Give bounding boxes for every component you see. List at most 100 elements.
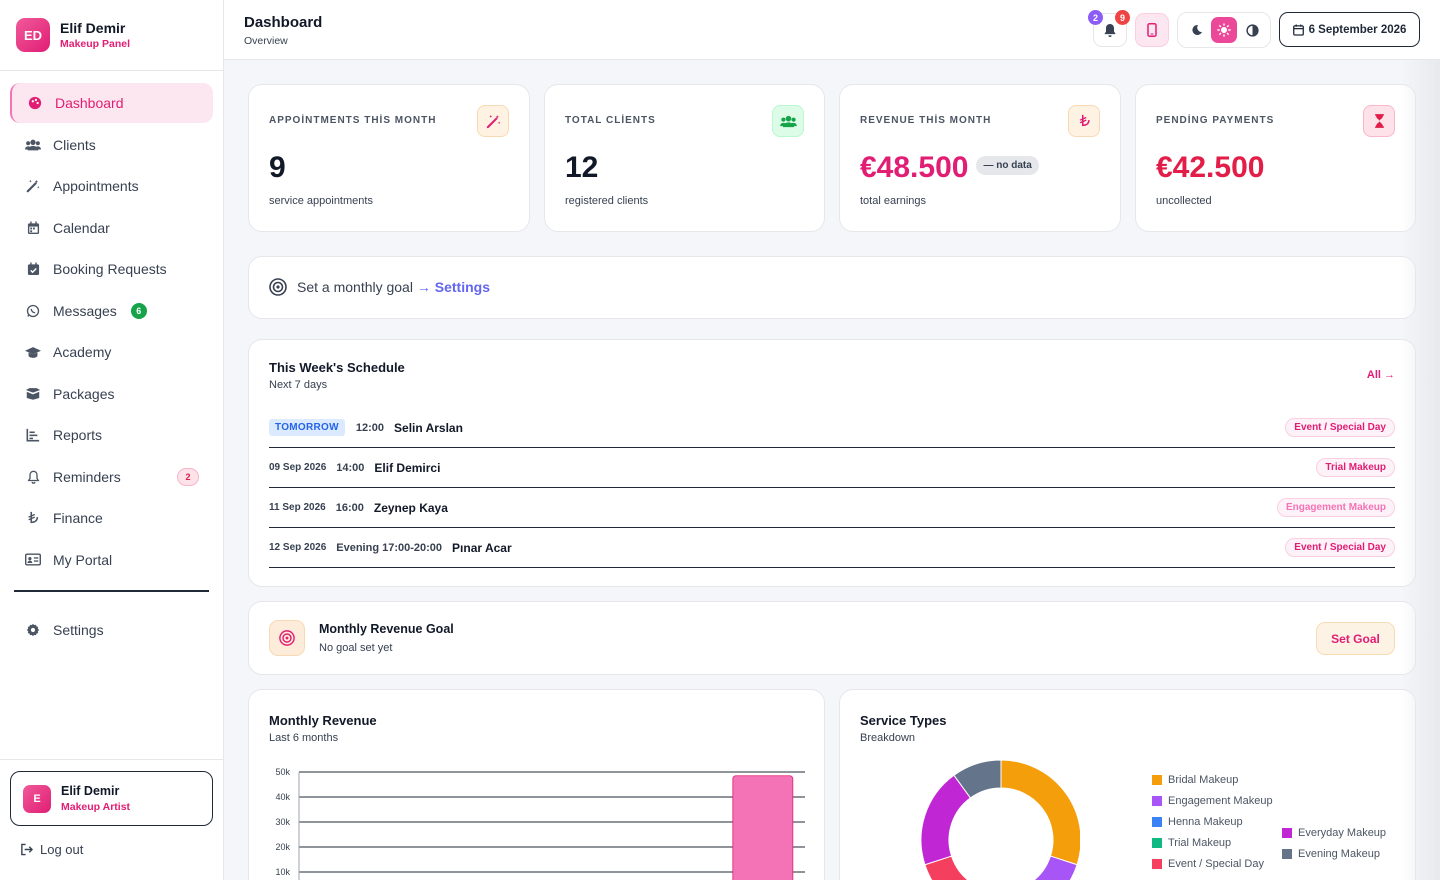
- nav-divider: [14, 589, 209, 592]
- sidebar-item-label: Packages: [53, 385, 115, 402]
- brand: ED Elif Demir Makeup Panel: [0, 0, 223, 71]
- gear-icon: [25, 622, 41, 638]
- sidebar-item-packages[interactable]: Packages: [10, 374, 213, 414]
- sidebar-item-messages[interactable]: Messages 6: [10, 291, 213, 331]
- service-tag: Event / Special Day: [1285, 418, 1395, 437]
- revenue-amount: €48.500: [860, 151, 969, 184]
- legend-swatch: [1152, 774, 1162, 785]
- chart-subtitle: Breakdown: [860, 732, 916, 744]
- set-goal-button[interactable]: Set Goal: [1316, 622, 1395, 655]
- graduation-cap-icon: [25, 344, 41, 360]
- legend-item: Henna Makeup: [1152, 811, 1273, 832]
- sun-icon: [1217, 23, 1231, 37]
- legend-label: Everyday Makeup: [1298, 826, 1387, 839]
- revenue-bar[interactable]: [732, 775, 794, 880]
- sidebar-item-settings[interactable]: Settings: [10, 610, 213, 650]
- logout-button[interactable]: Log out: [20, 842, 83, 857]
- appointment-date: 12 Sep 2026: [269, 542, 327, 553]
- stat-label: REVENUE THİS MONTH: [860, 115, 992, 126]
- legend-swatch: [1152, 816, 1162, 827]
- sidebar-item-dashboard[interactable]: Dashboard: [10, 83, 213, 123]
- sidebar-item-label: Reminders: [53, 468, 121, 485]
- y-tick-label: 40k: [275, 792, 290, 802]
- sidebar-item-label: Settings: [53, 621, 104, 638]
- chart-subtitle: Last 6 months: [269, 732, 339, 744]
- revenue-goal-card: Monthly Revenue Goal No goal set yet Set…: [248, 601, 1416, 675]
- notification-badge-red: 9: [1115, 10, 1130, 25]
- stat-card-appointments: APPOİNTMENTS THİS MONTH 9 service appoin…: [248, 84, 530, 232]
- calendar-check-icon: [25, 261, 41, 277]
- appointment-time: 16:00: [335, 501, 364, 514]
- target-icon: [269, 278, 287, 296]
- sidebar-item-label: Appointments: [53, 178, 139, 194]
- palette-icon: [27, 95, 43, 111]
- sidebar-item-academy[interactable]: Academy: [10, 332, 213, 372]
- reminders-count-badge: 2: [177, 467, 199, 486]
- notifications-button[interactable]: 2 9: [1088, 10, 1130, 47]
- dark-theme-button[interactable]: [1183, 17, 1209, 43]
- legend-swatch: [1152, 858, 1162, 869]
- id-card-icon: [25, 552, 41, 568]
- stat-card-clients: TOTAL CLİENTS 12 registered clients: [544, 84, 825, 232]
- users-icon: [25, 137, 41, 153]
- stat-caption: service appointments: [269, 195, 373, 207]
- light-theme-button[interactable]: [1211, 17, 1237, 43]
- sidebar-item-clients[interactable]: Clients: [10, 125, 213, 165]
- legend-item: Trial Makeup: [1152, 832, 1273, 853]
- stat-label: PENDİNG PAYMENTS: [1156, 115, 1275, 126]
- sidebar-nav: Dashboard Clients Appointments Calendar …: [0, 71, 223, 650]
- settings-link[interactable]: → Settings: [416, 279, 490, 295]
- donut-slice[interactable]: [1032, 855, 1078, 880]
- sidebar-item-label: My Portal: [53, 551, 113, 568]
- donut-slice[interactable]: [920, 774, 972, 866]
- schedule-row[interactable]: 12 Sep 2026 Evening 17:00-20:00 Pınar Ac…: [269, 528, 1395, 568]
- sidebar-item-reminders[interactable]: Reminders 2: [10, 457, 213, 497]
- donut-slice[interactable]: [1000, 759, 1080, 866]
- schedule-row[interactable]: TOMORROW 12:00 Selin Arslan Event / Spec…: [269, 408, 1395, 448]
- y-tick-label: 50k: [275, 767, 290, 777]
- date-badge: TOMORROW: [269, 419, 345, 436]
- sidebar-item-appointments[interactable]: Appointments: [10, 166, 213, 206]
- sidebar-item-calendar[interactable]: Calendar: [10, 208, 213, 248]
- legend-item: Everyday Makeup: [1282, 822, 1386, 843]
- date-picker-button[interactable]: 6 September 2026: [1279, 12, 1420, 47]
- lira-icon: [25, 510, 41, 526]
- y-tick-label: 30k: [275, 817, 290, 827]
- schedule-row[interactable]: 11 Sep 2026 16:00 Zeynep Kaya Engagement…: [269, 488, 1395, 528]
- sidebar: ED Elif Demir Makeup Panel Dashboard Cli…: [0, 0, 224, 880]
- hourglass-icon: [1363, 105, 1395, 137]
- sidebar-item-my-portal[interactable]: My Portal: [10, 540, 213, 580]
- box-icon: [25, 386, 41, 402]
- mobile-view-button[interactable]: [1135, 13, 1169, 47]
- client-name: Elif Demirci: [374, 460, 441, 475]
- donut-slice[interactable]: [953, 759, 1002, 799]
- lira-icon: [1068, 105, 1100, 137]
- top-header: Dashboard Overview 2 9: [224, 0, 1440, 60]
- sidebar-item-booking-requests[interactable]: Booking Requests: [10, 249, 213, 289]
- legend-item: Engagement Makeup: [1152, 790, 1273, 811]
- schedule-subtitle: Next 7 days: [269, 379, 328, 391]
- legend-swatch: [1282, 827, 1292, 838]
- stat-value: €42.500: [1156, 151, 1265, 184]
- y-tick-label: 10k: [275, 867, 290, 877]
- theme-switcher: [1177, 12, 1271, 48]
- client-name: Pınar Acar: [452, 540, 512, 555]
- sidebar-item-reports[interactable]: Reports: [10, 415, 213, 455]
- logout-label: Log out: [40, 842, 84, 857]
- legend-swatch: [1282, 848, 1292, 859]
- revenue-goal-subtitle: No goal set yet: [319, 642, 393, 654]
- view-all-link[interactable]: All →: [1366, 369, 1395, 381]
- schedule-title: This Week's Schedule: [269, 360, 405, 375]
- profile-role: Makeup Artist: [61, 801, 131, 813]
- contrast-theme-button[interactable]: [1239, 17, 1265, 43]
- page-subtitle: Overview: [244, 35, 288, 47]
- wand-icon: [25, 178, 41, 194]
- sidebar-item-label: Reports: [53, 427, 103, 443]
- calendar-icon: [1292, 24, 1304, 36]
- appointment-time: 12:00: [355, 421, 385, 434]
- sidebar-item-finance[interactable]: Finance: [10, 498, 213, 538]
- schedule-row[interactable]: 09 Sep 2026 14:00 Elif Demirci Trial Mak…: [269, 448, 1395, 488]
- sidebar-item-label: Calendar: [53, 219, 110, 236]
- stat-card-pending-payments: PENDİNG PAYMENTS €42.500 uncollected: [1135, 84, 1416, 232]
- profile-card[interactable]: E Elif Demir Makeup Artist: [10, 771, 213, 826]
